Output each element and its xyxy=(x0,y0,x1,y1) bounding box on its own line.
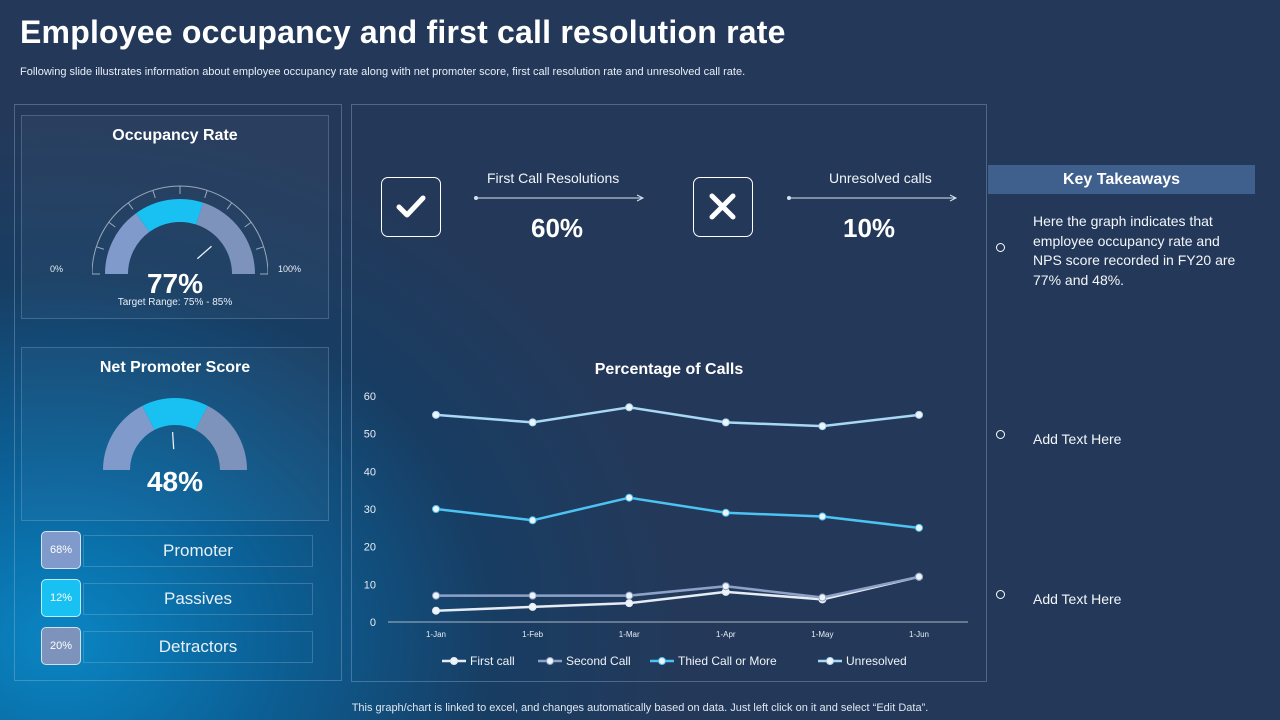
data-point xyxy=(818,512,827,521)
key-takeaways-header: Key Takeaways xyxy=(988,165,1255,194)
page-title: Employee occupancy and first call resolu… xyxy=(20,14,786,50)
occupancy-gauge xyxy=(92,185,268,275)
data-point xyxy=(432,591,440,600)
legend-marker-3 xyxy=(826,657,834,665)
occupancy-max-label: 100% xyxy=(278,264,302,274)
unresolved-value: 10% xyxy=(843,213,896,243)
series-line-0 xyxy=(435,575,920,612)
data-point xyxy=(721,418,730,427)
x-tick-label: 1-Jan xyxy=(426,630,446,639)
occupancy-gauge-ticks xyxy=(92,185,268,275)
data-point xyxy=(625,493,634,502)
y-tick-label: 40 xyxy=(364,466,376,478)
y-tick-label: 30 xyxy=(364,504,376,516)
legend-marker-0 xyxy=(450,657,458,665)
unresolved-arrow-icon xyxy=(787,194,958,202)
occupancy-card: Occupancy Rate 0% 100% 77% Target Range:… xyxy=(21,115,329,319)
nps-gauge-segment-detractors xyxy=(195,405,247,470)
y-tick-label: 0 xyxy=(370,617,376,629)
first-call-value: 60% xyxy=(531,213,584,243)
y-tick-label: 10 xyxy=(364,579,376,591)
promoter-badge: 68% xyxy=(41,531,81,569)
nps-gauge xyxy=(103,398,247,470)
x-tick-label: 1-Jun xyxy=(909,630,929,639)
nps-gauge-segment-passives xyxy=(142,398,208,430)
data-point xyxy=(528,516,537,525)
bullet-circle-icon xyxy=(996,243,1005,252)
takeaway-text-3: Add Text Here xyxy=(1033,591,1122,607)
passives-label: Passives xyxy=(83,583,313,615)
data-point xyxy=(721,508,730,517)
data-point xyxy=(625,591,634,600)
chart-panel: First Call Resolutions 60% Unresolved ca… xyxy=(351,104,987,682)
data-point xyxy=(625,599,634,608)
first-call-arrow-icon xyxy=(474,194,645,202)
data-point xyxy=(432,606,440,615)
promoter-label: Promoter xyxy=(83,535,313,567)
data-point xyxy=(818,593,827,602)
nps-gauge-needle xyxy=(171,432,175,450)
footer-note: This graph/chart is linked to excel, and… xyxy=(351,702,929,714)
data-point xyxy=(915,523,923,532)
nps-card: Net Promoter Score 48% xyxy=(21,347,329,521)
x-tick-label: 1-Mar xyxy=(619,630,640,639)
chart-title: Percentage of Calls xyxy=(594,361,744,378)
x-tick-label: 1-Feb xyxy=(522,630,543,639)
bullet-circle-icon xyxy=(996,430,1005,439)
nps-gauge-segment-promoter xyxy=(103,405,155,470)
legend-label-1: Second Call xyxy=(566,654,631,668)
data-point xyxy=(625,403,634,412)
data-point xyxy=(432,410,440,419)
occupancy-gauge-segment-target xyxy=(135,199,204,232)
x-tick-label: 1-May xyxy=(811,630,833,639)
y-tick-label: 50 xyxy=(364,429,376,441)
legend-marker-2 xyxy=(658,657,666,665)
y-tick-label: 20 xyxy=(364,542,376,554)
occupancy-min-label: 0% xyxy=(50,264,64,274)
takeaway-text-1: Here the graph indicates that employee o… xyxy=(1033,213,1236,288)
series-line-3 xyxy=(435,406,920,428)
nps-title: Net Promoter Score xyxy=(99,359,251,376)
occupancy-gauge-segment-low xyxy=(105,213,150,274)
passives-badge: 12% xyxy=(41,579,81,617)
data-point xyxy=(721,582,730,591)
detractors-badge: 20% xyxy=(41,627,81,665)
segment-promoter: 68% Promoter xyxy=(35,531,315,569)
occupancy-gauge-needle xyxy=(196,245,212,260)
segment-detractors: 20% Detractors xyxy=(35,627,315,665)
data-point xyxy=(432,505,440,513)
data-point xyxy=(915,410,923,419)
x-tick-label: 1-Apr xyxy=(716,630,736,639)
data-point xyxy=(915,572,923,581)
page-subtitle: Following slide illustrates information … xyxy=(20,66,746,78)
takeaway-text-2: Add Text Here xyxy=(1033,431,1122,447)
data-point xyxy=(528,591,537,600)
occupancy-gauge-segment-high xyxy=(196,202,255,274)
series-line-2 xyxy=(435,496,920,530)
first-call-label: First Call Resolutions xyxy=(487,170,620,186)
unresolved-label: Unresolved calls xyxy=(829,170,932,186)
legend-label-0: First call xyxy=(470,654,515,668)
left-panel: Occupancy Rate 0% 100% 77% Target Range:… xyxy=(14,104,342,681)
checkmark-icon xyxy=(381,177,441,237)
occupancy-target-range: Target Range: 75% - 85% xyxy=(117,297,233,308)
legend-marker-1 xyxy=(546,657,554,665)
legend-label-2: Thied Call or More xyxy=(678,654,777,668)
line-chart[interactable]: 0 10 20 30 40 50 60 1-Jan 1-Feb 1-Mar 1-Apr 1-May 1-… xyxy=(352,375,986,681)
nps-value: 48% xyxy=(146,466,204,497)
y-tick-label: 60 xyxy=(364,391,376,403)
bullet-circle-icon xyxy=(996,590,1005,599)
occupancy-title: Occupancy Rate xyxy=(112,127,238,144)
legend-label-3: Unresolved xyxy=(846,654,907,668)
occupancy-value: 77% xyxy=(146,268,204,299)
data-point xyxy=(528,602,537,611)
cross-icon xyxy=(693,177,753,237)
detractors-label: Detractors xyxy=(83,631,313,663)
segment-passives: 12% Passives xyxy=(35,579,315,617)
data-point xyxy=(818,422,827,431)
data-point xyxy=(528,418,537,427)
series-line-1 xyxy=(436,575,920,599)
